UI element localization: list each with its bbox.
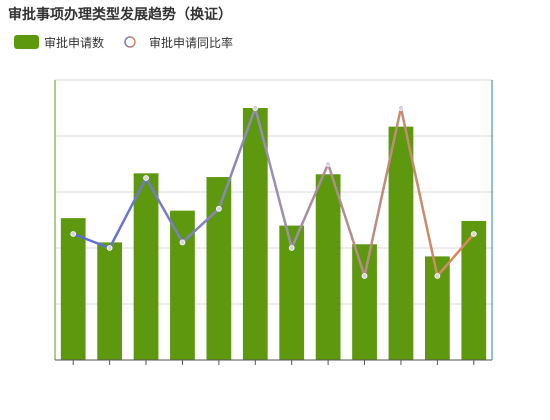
bar	[315, 174, 341, 360]
bar	[242, 108, 268, 360]
line-point	[398, 105, 404, 111]
bar	[352, 244, 377, 360]
bar	[133, 173, 159, 360]
chart-legend: 审批申请数 审批申请同比率	[14, 33, 245, 51]
legend-label-line: 审批申请同比率	[149, 35, 234, 50]
bar	[97, 242, 123, 360]
line-point	[143, 175, 149, 181]
line-series	[72, 106, 475, 278]
bar-swatch-icon	[14, 35, 39, 49]
chart-title: 审批事项办理类型发展趋势（换证）	[8, 7, 232, 23]
line-point	[215, 205, 222, 212]
legend-item-bar[interactable]: 审批申请数	[14, 34, 104, 51]
line-swatch-icon	[117, 36, 144, 48]
line-point	[434, 273, 441, 279]
bar	[60, 218, 86, 360]
bar	[461, 220, 487, 360]
line-point	[361, 273, 368, 279]
line-point	[70, 231, 77, 237]
bar	[206, 177, 232, 360]
legend-label-bar: 审批申请数	[44, 35, 105, 50]
line-point	[252, 105, 259, 111]
line-point	[106, 245, 113, 251]
legend-item-line[interactable]: 审批申请同比率	[116, 34, 233, 51]
line-point	[325, 161, 332, 167]
bar	[388, 126, 414, 361]
line-point	[179, 239, 186, 246]
line-point	[470, 231, 477, 237]
line-point	[288, 245, 295, 251]
